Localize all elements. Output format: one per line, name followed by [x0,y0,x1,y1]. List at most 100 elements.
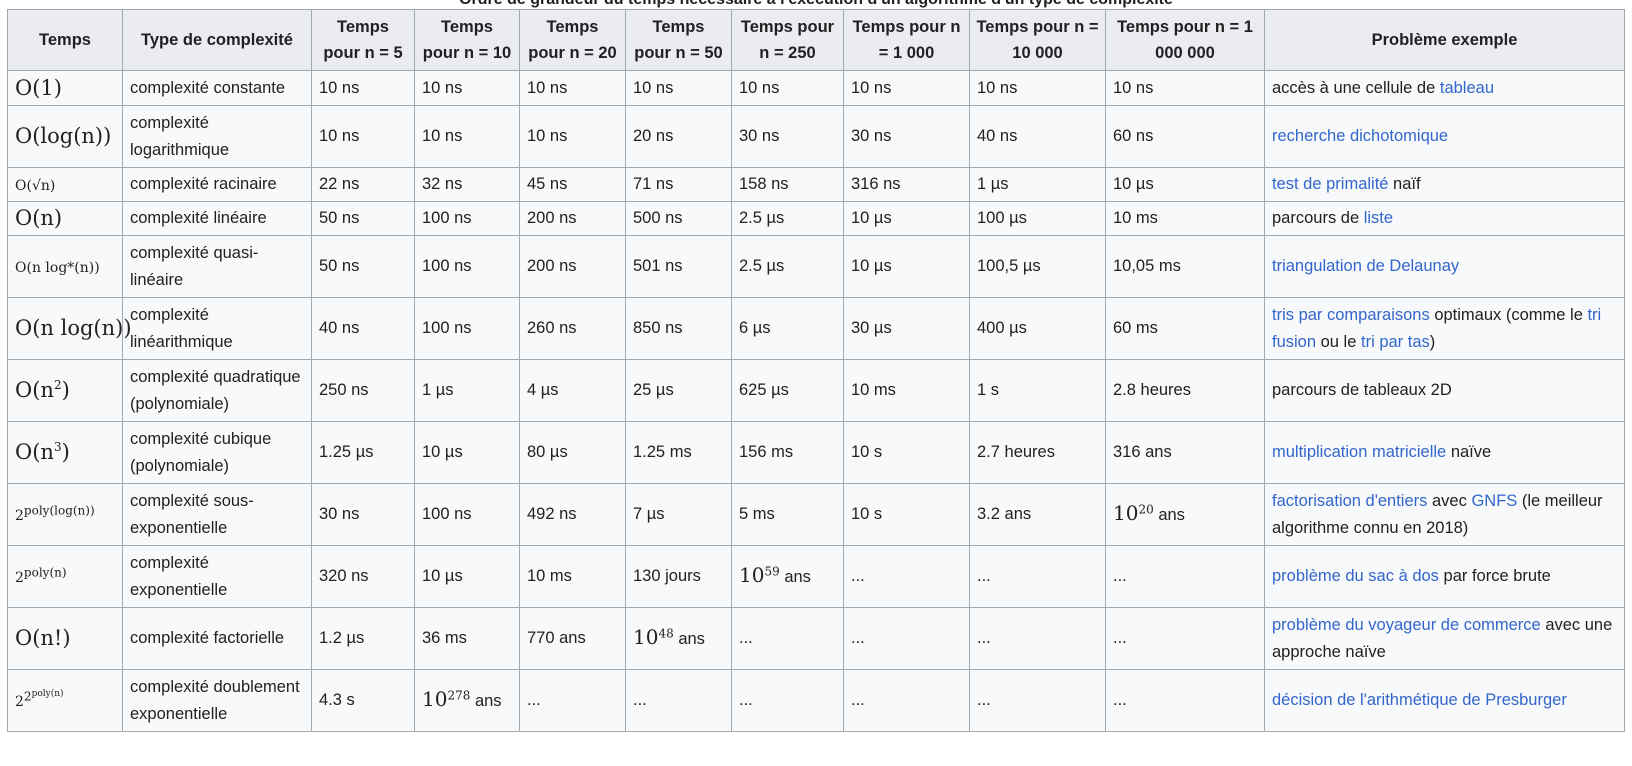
time-value: 10 ns [414,70,520,106]
time-value: 130 jours [625,545,732,608]
example-text: ou le [1316,332,1361,351]
example-text: (le meilleur algorithme connu en 2018) [1272,491,1603,537]
time-value: 100 ns [414,235,520,298]
example-link[interactable]: liste [1363,209,1394,227]
example-problem: décision de l'arithmétique de Presburger [1264,669,1625,732]
time-value: 1059 ans [731,545,844,608]
time-value: 625 µs [731,359,844,422]
table-row: O(n!) complexité factorielle 1.2 µs 36 ms 77… [7,607,1625,670]
column-header: Temps pour n = 50 [625,9,732,71]
time-value: 10,05 ms [1105,235,1265,298]
example-link[interactable]: décision de l'arithmétique de Presburger [1272,691,1567,709]
complexity-notation: O(√n) [7,167,123,202]
table-row: 22poly(n) complexité doublement exponenti… [7,669,1625,732]
example-link[interactable]: multiplication matricielle [1272,443,1447,461]
time-value: 158 ns [731,167,844,202]
time-value: 10 ns [414,105,520,168]
time-value: 2.8 heures [1105,359,1265,422]
example-problem: factorisation d'entiers avec GNFS (le me… [1264,483,1625,546]
example-link[interactable]: problème du voyageur de commerce [1272,615,1541,634]
complexity-type: complexité logarithmique [122,105,312,168]
column-header: Temps [7,9,123,71]
table-row: O(n3) complexité cubique (polynomiale) 1.2… [7,421,1625,484]
example-problem: problème du sac à dos par force brute [1264,545,1625,608]
header-row: Temps Type de complexité Temps pour n = 5 T… [7,9,1625,71]
time-value: 316 ns [843,167,970,202]
example-text: parcours de tableaux 2D [1272,381,1452,399]
example-link[interactable]: recherche dichotomique [1272,127,1449,145]
example-link[interactable]: tri fusion [1272,305,1602,351]
time-value: 4 µs [519,359,626,422]
example-text: ) [1429,332,1436,351]
time-value: 1 s [969,359,1106,422]
example-link[interactable]: GNFS [1471,491,1518,510]
time-value: 1020 ans [1105,483,1265,546]
complexity-notation: O(n!) [7,607,123,670]
time-value: 10 µs [843,235,970,298]
column-header: Temps pour n = 1 000 [843,9,970,71]
time-value: 1.25 ms [625,421,732,484]
example-link[interactable]: triangulation de Delaunay [1272,257,1460,275]
column-header: Temps pour n = 5 [311,9,415,71]
time-value: ... [519,669,626,732]
time-value: 50 ns [311,201,415,236]
example-problem: multiplication matricielle naïve [1264,421,1625,484]
time-value: 20 ns [625,105,732,168]
complexity-type: complexité doublement exponentielle [122,669,312,732]
time-value: 2.5 µs [731,201,844,236]
time-value: 1.25 µs [311,421,415,484]
complexity-notation: O(n2) [7,359,123,422]
time-value: ... [843,669,970,732]
table-row: O(√n) complexité racinaire 22 ns 32 ns 45 ns… [7,167,1625,202]
example-link[interactable]: tri par tas [1360,332,1430,351]
time-value: 10 ns [311,105,415,168]
time-value: 60 ms [1105,297,1265,360]
time-value: 10 µs [843,201,970,236]
time-value: 40 ns [311,297,415,360]
time-value: 500 ns [625,201,732,236]
time-value: 1048 ans [625,607,732,670]
time-value: ... [969,669,1106,732]
column-header: Temps pour n = 20 [519,9,626,71]
time-value: 80 µs [519,421,626,484]
column-header: Temps pour n = 1 000 000 [1105,9,1265,71]
example-text: naïve [1446,443,1492,461]
time-value: 100 ns [414,201,520,236]
time-value: 10 ns [519,70,626,106]
time-value: ... [843,545,970,608]
time-value: 10 ns [969,70,1106,106]
time-value: 10 ms [519,545,626,608]
time-value: ... [1105,545,1265,608]
time-value: 400 µs [969,297,1106,360]
table-row: O(n log(n)) complexité linéarithmique 40 n… [7,297,1625,360]
time-value: 10 ns [519,105,626,168]
time-value: 260 ns [519,297,626,360]
time-value: 100 µs [969,201,1106,236]
time-value: 10 s [843,421,970,484]
complexity-type: complexité quadratique (polynomiale) [122,359,312,422]
time-value: 25 µs [625,359,732,422]
complexity-notation: O(n3) [7,421,123,484]
time-value: 60 ns [1105,105,1265,168]
time-value: 45 ns [519,167,626,202]
time-value: 10 ns [311,70,415,106]
column-header: Problème exemple [1264,9,1625,71]
time-value: ... [731,607,844,670]
time-value: ... [969,607,1106,670]
example-link[interactable]: factorisation d'entiers [1272,491,1428,510]
column-header: Type de complexité [122,9,312,71]
complexity-type: complexité linéarithmique [122,297,312,360]
complexity-notation: O(log(n)) [7,105,123,168]
example-link[interactable]: tableau [1439,78,1495,97]
table-row: O(n) complexité linéaire 50 ns 100 ns 200 ns… [7,201,1625,236]
example-link[interactable]: tris par comparaisons [1272,305,1430,324]
time-value: 32 ns [414,167,520,202]
time-value: ... [1105,669,1265,732]
example-link[interactable]: problème du sac à dos [1272,567,1439,585]
example-problem: triangulation de Delaunay [1264,235,1625,298]
table-row: 2poly(n) complexité exponentielle 320 ns 10… [7,545,1625,608]
time-value: 3.2 ans [969,483,1106,546]
example-link[interactable]: test de primalité [1272,175,1389,193]
example-problem: accès à une cellule de tableau [1264,70,1625,106]
time-value: 316 ans [1105,421,1265,484]
